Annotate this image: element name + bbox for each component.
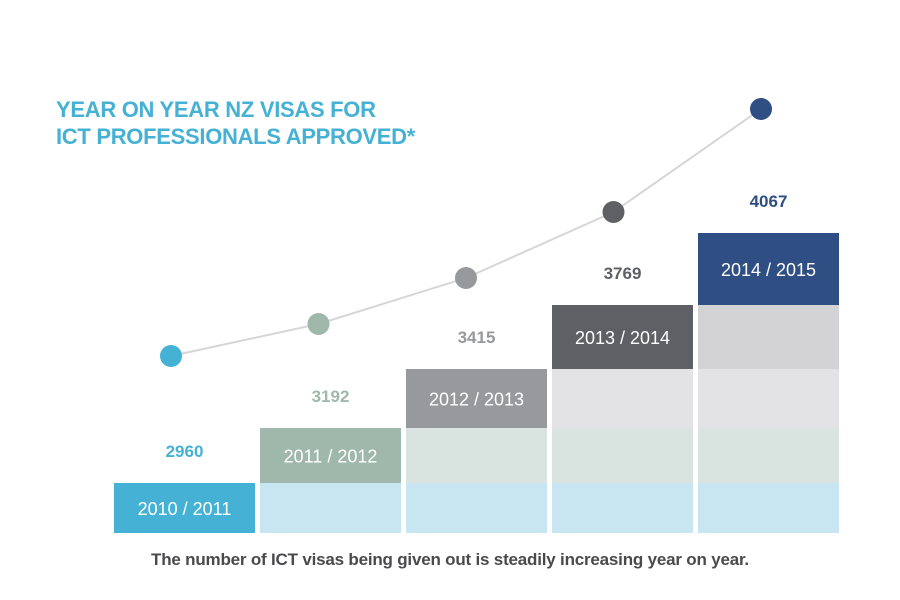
bar-category-label: 2013 / 2014 xyxy=(575,328,670,348)
bar-4 xyxy=(552,305,693,369)
bar-5 xyxy=(698,233,839,305)
chart-title-line-2: ICT PROFESSIONALS APPROVED* xyxy=(56,124,416,149)
bar-2 xyxy=(260,428,401,483)
chart-title-line-1: YEAR ON YEAR NZ VISAS FOR xyxy=(56,97,376,122)
ghost-tier xyxy=(552,428,693,483)
ghost-tier xyxy=(552,483,693,533)
value-label: 2960 xyxy=(166,442,204,461)
ghost-tier xyxy=(552,369,693,428)
value-label: 3192 xyxy=(312,387,350,406)
trend-marker-5 xyxy=(750,98,772,120)
ghost-tier xyxy=(698,305,839,369)
ghost-tier xyxy=(406,483,547,533)
trend-marker-1 xyxy=(160,345,182,367)
bar-category-label: 2011 / 2012 xyxy=(284,447,378,467)
bar-1 xyxy=(114,483,255,533)
ghost-tier xyxy=(406,428,547,483)
ghost-tier xyxy=(698,369,839,428)
value-label: 3769 xyxy=(604,264,642,283)
bar-category-label: 2010 / 2011 xyxy=(138,499,232,519)
ghost-tier xyxy=(698,428,839,483)
value-label: 3415 xyxy=(458,328,496,347)
trend-marker-4 xyxy=(602,201,625,223)
bar-3 xyxy=(406,369,547,428)
ghost-tier xyxy=(698,483,839,533)
trend-marker-2 xyxy=(307,313,330,335)
bar-category-label: 2014 / 2015 xyxy=(721,260,816,280)
chart-title: YEAR ON YEAR NZ VISAS FOR ICT PROFESSION… xyxy=(56,96,415,150)
chart-caption: The number of ICT visas being given out … xyxy=(151,550,749,569)
trend-marker-3 xyxy=(455,267,477,289)
ghost-tier xyxy=(260,483,401,533)
bar-category-label: 2012 / 2013 xyxy=(429,390,524,410)
value-label: 4067 xyxy=(750,192,788,211)
